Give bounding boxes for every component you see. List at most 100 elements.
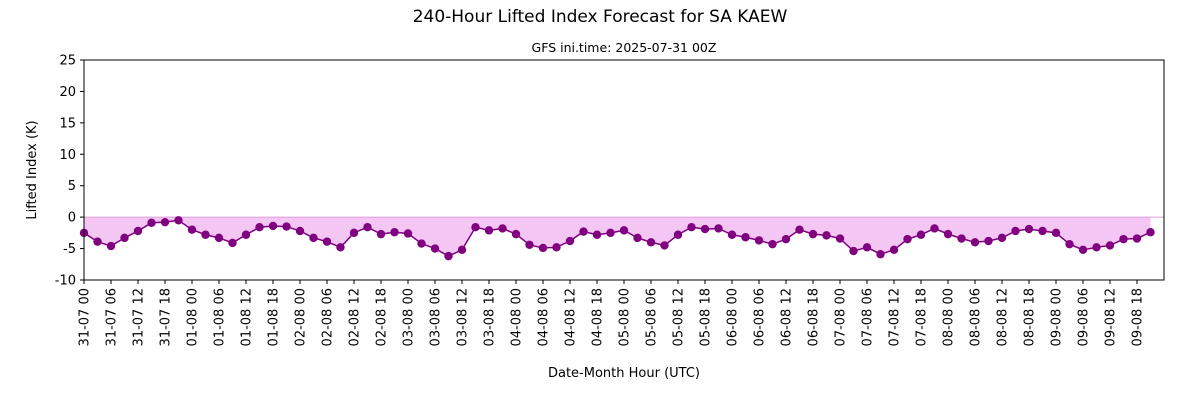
data-point bbox=[187, 225, 197, 234]
data-point bbox=[619, 226, 629, 235]
x-tick-label: 03-08 06 bbox=[429, 288, 444, 346]
data-point bbox=[403, 229, 413, 238]
chart-title: 240-Hour Lifted Index Forecast for SA KA… bbox=[413, 7, 788, 27]
data-point bbox=[511, 229, 521, 239]
area-fill-below-zero bbox=[84, 217, 1151, 257]
data-point bbox=[781, 234, 791, 244]
data-point bbox=[768, 239, 777, 249]
y-tick-label: 10 bbox=[59, 148, 76, 163]
data-point bbox=[1146, 228, 1155, 237]
x-tick-label: 08-08 00 bbox=[942, 288, 957, 346]
x-tick-label: 05-08 18 bbox=[699, 288, 714, 346]
data-point bbox=[1105, 241, 1115, 250]
x-tick-label: 05-08 12 bbox=[672, 288, 687, 346]
data-point bbox=[255, 223, 264, 232]
x-tick-label: 07-08 06 bbox=[861, 288, 876, 346]
data-point bbox=[876, 250, 885, 259]
y-tick-label: 0 bbox=[68, 211, 76, 226]
data-point bbox=[1119, 234, 1128, 244]
x-tick-label: 01-08 18 bbox=[267, 288, 282, 346]
data-point bbox=[903, 234, 912, 244]
data-point bbox=[606, 228, 615, 238]
data-point bbox=[484, 226, 494, 235]
x-tick-label: 06-08 00 bbox=[726, 288, 741, 346]
x-tick-label: 05-08 06 bbox=[645, 288, 660, 346]
data-point bbox=[1078, 245, 1088, 255]
x-tick-label: 04-08 06 bbox=[537, 288, 552, 346]
data-point bbox=[930, 224, 939, 233]
data-point bbox=[997, 233, 1007, 243]
data-point bbox=[835, 234, 845, 243]
x-tick-label: 31-07 00 bbox=[78, 288, 93, 346]
x-tick-label: 08-08 12 bbox=[996, 288, 1011, 346]
chart-subtitle: GFS ini.time: 2025-07-31 00Z bbox=[532, 40, 717, 55]
x-tick-label: 08-08 06 bbox=[969, 288, 984, 346]
x-tick-label: 02-08 06 bbox=[321, 288, 336, 346]
y-tick-label: -10 bbox=[55, 274, 76, 289]
data-point bbox=[349, 228, 359, 238]
data-point bbox=[552, 243, 561, 252]
data-point bbox=[498, 224, 507, 233]
data-point bbox=[714, 224, 723, 233]
data-point bbox=[133, 226, 143, 236]
y-tick-label: 5 bbox=[68, 179, 76, 194]
x-tick-label: 02-08 18 bbox=[375, 288, 390, 346]
x-tick-label: 09-08 12 bbox=[1104, 288, 1119, 346]
data-point bbox=[201, 230, 210, 239]
x-tick-label: 06-08 06 bbox=[753, 288, 768, 346]
data-point bbox=[754, 236, 764, 245]
x-tick-label: 31-07 18 bbox=[159, 288, 174, 346]
data-point bbox=[106, 241, 116, 251]
data-point bbox=[228, 238, 237, 248]
data-point bbox=[376, 229, 386, 239]
y-tick-label: 25 bbox=[59, 54, 76, 69]
y-tick-label: 20 bbox=[59, 85, 76, 100]
data-point bbox=[363, 223, 372, 232]
data-point bbox=[808, 229, 818, 239]
x-tick-label: 08-08 18 bbox=[1023, 288, 1038, 346]
data-point bbox=[916, 230, 926, 239]
data-point bbox=[1051, 228, 1061, 238]
x-tick-label: 09-08 00 bbox=[1050, 288, 1065, 346]
y-tick-label: -5 bbox=[63, 242, 76, 257]
data-point bbox=[970, 238, 980, 247]
data-point bbox=[1011, 226, 1020, 236]
data-point bbox=[174, 216, 183, 225]
x-tick-label: 03-08 18 bbox=[483, 288, 498, 346]
data-point bbox=[295, 226, 305, 236]
data-point bbox=[1038, 226, 1047, 236]
data-point bbox=[700, 224, 710, 234]
x-tick-label: 01-08 06 bbox=[213, 288, 228, 346]
data-point bbox=[241, 230, 251, 239]
x-tick-label: 01-08 00 bbox=[186, 288, 201, 346]
x-tick-label: 09-08 18 bbox=[1131, 288, 1146, 346]
data-point bbox=[633, 233, 642, 243]
data-point bbox=[471, 223, 480, 232]
x-axis-label: Date-Month Hour (UTC) bbox=[548, 366, 700, 381]
x-tick-label: 03-08 00 bbox=[402, 288, 417, 346]
data-point bbox=[822, 231, 831, 240]
data-point bbox=[160, 217, 170, 227]
data-point bbox=[525, 240, 534, 249]
data-point bbox=[93, 237, 102, 246]
data-point bbox=[565, 236, 575, 246]
data-point bbox=[795, 225, 804, 234]
y-axis-label: Lifted Index (K) bbox=[25, 120, 40, 219]
data-point bbox=[1132, 234, 1142, 243]
data-point bbox=[417, 239, 426, 248]
y-tick-label: 15 bbox=[59, 116, 76, 131]
data-point bbox=[673, 230, 683, 239]
data-point bbox=[957, 234, 966, 243]
data-point bbox=[120, 233, 129, 243]
data-point bbox=[646, 238, 656, 247]
data-point bbox=[268, 221, 278, 231]
x-tick-label: 31-07 06 bbox=[105, 288, 120, 346]
data-point bbox=[579, 227, 588, 236]
data-point bbox=[147, 218, 156, 227]
data-point bbox=[538, 243, 548, 253]
data-point bbox=[336, 243, 345, 252]
data-point bbox=[687, 223, 696, 232]
data-point bbox=[1065, 239, 1074, 249]
x-tick-label: 07-08 18 bbox=[915, 288, 930, 346]
